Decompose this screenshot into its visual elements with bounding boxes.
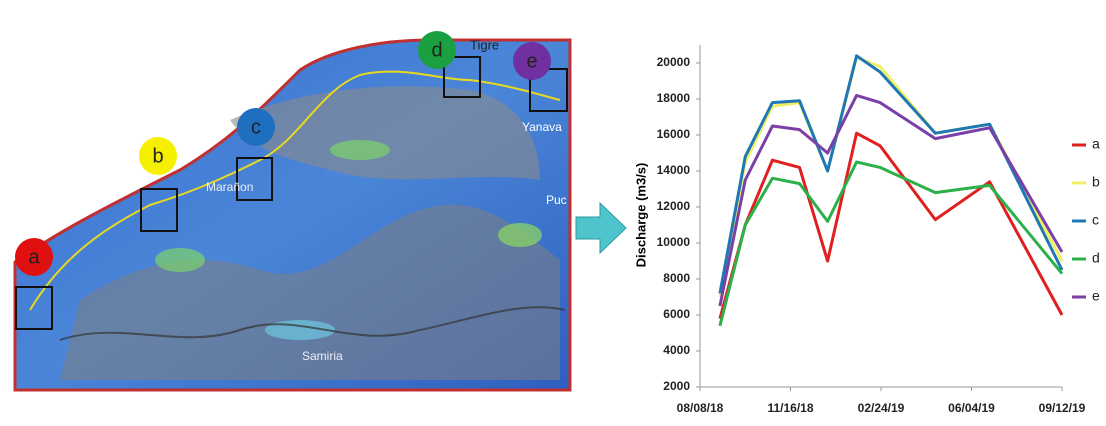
series-line (720, 162, 1062, 326)
marker-label: d (431, 39, 442, 61)
arrow (576, 203, 626, 253)
y-tick-label: 12000 (657, 199, 691, 213)
x-tick-label: 06/04/19 (948, 401, 995, 415)
y-tick-label: 14000 (657, 163, 691, 177)
marker-label: b (152, 145, 163, 167)
y-tick-label: 20000 (657, 55, 691, 69)
x-tick-label: 11/16/18 (767, 401, 813, 415)
y-tick-label: 6000 (663, 307, 690, 321)
series-line (720, 95, 1062, 306)
marker-label: e (526, 50, 537, 72)
y-tick-label: 16000 (657, 127, 691, 141)
legend-label: d (1092, 250, 1100, 266)
y-tick-label: 18000 (657, 91, 691, 105)
figure: a b c d e Tigre Yanava Marañon Puc Samiria D… (0, 0, 1106, 421)
wetland (498, 223, 542, 247)
map: a b c d e Tigre Yanava Marañon Puc Samiria (15, 20, 570, 390)
x-tick-label: 08/08/18 (677, 401, 724, 415)
y-tick-label: 4000 (663, 343, 690, 357)
place-label: Yanava (522, 120, 562, 134)
series-line (720, 56, 1062, 294)
page: {"map": {"markers": [ {"label": "a", "co… (0, 0, 1106, 421)
place-label: Samiria (302, 349, 343, 363)
marker-label: a (28, 246, 40, 268)
legend-label: b (1092, 174, 1100, 190)
place-label: Puc (546, 193, 567, 207)
y-tick-label: 10000 (657, 235, 691, 249)
y-tick-label: 2000 (663, 379, 690, 393)
legend-label: c (1092, 212, 1099, 228)
legend-label: e (1092, 288, 1100, 304)
x-tick-label: 09/12/19 (1039, 401, 1086, 415)
legend-label: a (1092, 136, 1100, 152)
place-label: Marañon (206, 180, 253, 194)
y-tick-label: 8000 (663, 271, 690, 285)
wetland (330, 140, 390, 160)
place-label: Tigre (470, 37, 499, 52)
wetland (155, 248, 205, 272)
y-axis-title: Discharge (m3/s) (633, 163, 648, 268)
chart: Discharge (m3/s) 2000 4000 6000 8000 10000 12… (633, 45, 1100, 415)
marker-label: c (251, 116, 261, 138)
x-tick-label: 02/24/19 (858, 401, 905, 415)
